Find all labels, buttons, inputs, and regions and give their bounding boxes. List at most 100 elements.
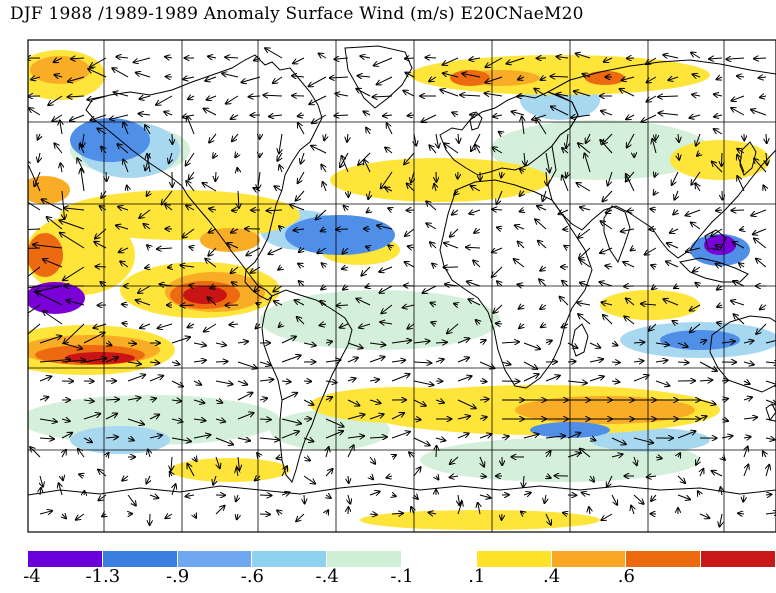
wind-vector: [194, 514, 196, 518]
wind-vector: [678, 133, 679, 142]
wind-vector: [369, 414, 384, 420]
wind-vector: [213, 475, 216, 485]
wind-vector: [386, 476, 393, 478]
wind-vector: [188, 324, 195, 328]
wind-vector: [303, 343, 316, 346]
wind-vector: [450, 456, 459, 464]
wind-vector: [413, 437, 430, 445]
wind-vector: [624, 316, 635, 325]
wind-vector: [54, 58, 63, 62]
wind-vector: [388, 208, 392, 210]
wind-vector: [28, 304, 41, 316]
wind-vector: [641, 304, 657, 305]
wind-vector: [186, 152, 195, 166]
wind-vector: [562, 148, 569, 153]
wind-vector: [311, 146, 327, 154]
wind-vector: [479, 476, 486, 477]
anomaly-region: [360, 510, 600, 530]
wind-vector: [469, 210, 481, 214]
wind-vector: [360, 56, 371, 58]
wind-vector: [558, 210, 569, 214]
wind-vector: [145, 267, 150, 268]
wind-vector: [523, 475, 524, 487]
wind-vector: [754, 238, 767, 249]
wind-vector: [369, 357, 385, 363]
wind-vector: [67, 300, 85, 306]
wind-vector: [106, 343, 112, 345]
wind-vector: [210, 286, 217, 288]
wind-vector: [600, 282, 613, 287]
map-title: DJF 1988 /1989-1989 Anomaly Surface Wind…: [10, 4, 584, 24]
wind-vector: [33, 245, 63, 249]
wind-vector: [347, 399, 359, 406]
wind-vector: [493, 304, 503, 313]
wind-vector: [721, 380, 728, 381]
colorbar-label: -.4: [315, 566, 339, 587]
wind-vector: [454, 304, 458, 305]
wind-vector: [714, 94, 723, 96]
wind-vector: [194, 457, 197, 461]
wind-vector: [347, 436, 364, 438]
wind-vector: [678, 453, 680, 457]
wind-vector: [645, 247, 657, 255]
wind-vector: [171, 456, 172, 470]
wind-vector: [326, 447, 329, 458]
wind-vector: [348, 494, 350, 504]
wind-vector: [601, 513, 613, 520]
wind-vector: [299, 248, 304, 252]
wind-vector: [188, 96, 195, 99]
wind-vector: [340, 324, 349, 328]
wind-vector: [695, 184, 700, 192]
wind-vector: [626, 174, 635, 192]
wind-vector: [611, 437, 626, 444]
wind-vector: [473, 260, 481, 268]
wind-vector: [493, 115, 503, 117]
wind-vector: [237, 413, 254, 420]
wind-vector: [582, 493, 591, 496]
wind-vector: [165, 57, 173, 58]
wind-vector: [281, 431, 299, 439]
wind-vector: [83, 414, 100, 420]
wind-vector: [64, 208, 85, 210]
wind-vector: [95, 228, 107, 239]
wind-vector: [480, 456, 484, 467]
anomaly-region: [515, 396, 695, 424]
wind-vector: [294, 229, 305, 230]
wind-vector: [276, 457, 283, 459]
wind-vector: [83, 438, 92, 442]
wind-vector: [147, 191, 151, 196]
wind-vector: [193, 343, 206, 346]
wind-vector: [347, 358, 358, 363]
wind-vector: [162, 190, 173, 204]
wind-vector: [157, 248, 173, 249]
wind-vector: [348, 475, 349, 483]
wind-vector: [238, 190, 239, 208]
wind-vector: [731, 108, 745, 116]
wind-vector: [149, 398, 156, 400]
wind-vector: [114, 92, 129, 97]
wind-vector: [586, 133, 590, 143]
wind-vector: [501, 342, 519, 343]
wind-vector: [492, 209, 503, 210]
wind-vector: [122, 304, 129, 305]
wind-vector: [765, 400, 776, 404]
wind-vector: [765, 494, 772, 495]
wind-vector: [667, 243, 679, 249]
wind-vector: [646, 95, 657, 102]
wind-vector: [733, 281, 745, 287]
wind-vector: [550, 76, 569, 77]
wind-vector: [754, 58, 767, 59]
wind-vector: [743, 437, 751, 438]
wind-vector: [90, 57, 107, 67]
wind-vector: [134, 57, 151, 62]
wind-vector: [325, 381, 337, 383]
anomaly-region: [70, 426, 170, 454]
wind-vector: [70, 114, 85, 121]
wind-vector: [229, 324, 239, 325]
japan-coast: [739, 141, 757, 176]
wind-vector: [279, 226, 282, 229]
wind-vector: [651, 265, 656, 267]
wind-vector: [519, 305, 524, 309]
wind-vector: [127, 418, 144, 424]
wind-vector: [435, 359, 444, 362]
